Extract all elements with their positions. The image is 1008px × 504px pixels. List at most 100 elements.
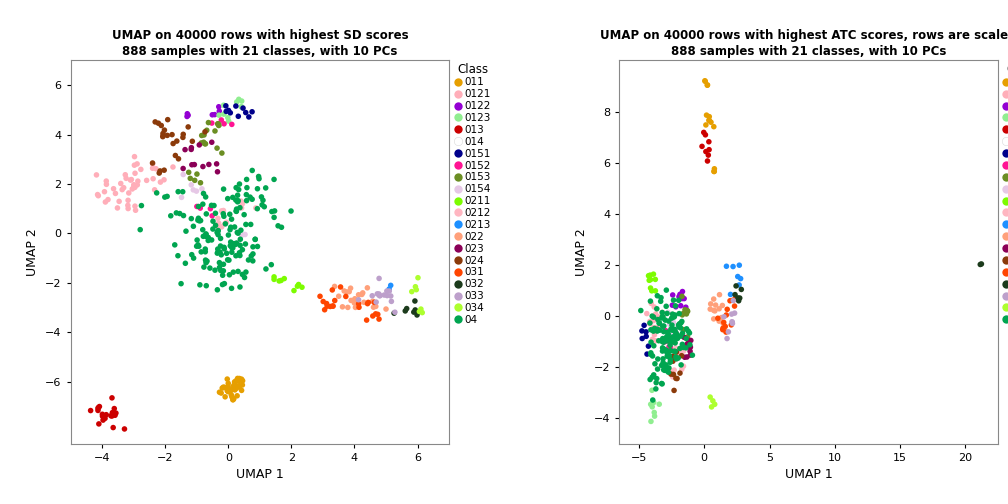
04 [205, 225, 221, 233]
0212 [234, 204, 250, 212]
04 [667, 326, 683, 334]
0151 [244, 108, 260, 116]
0211 [266, 275, 282, 283]
04 [659, 337, 675, 345]
04 [674, 329, 690, 337]
033 [371, 290, 387, 298]
0123 [216, 110, 232, 118]
034 [408, 286, 424, 294]
0154 [670, 323, 686, 331]
033 [721, 328, 737, 336]
04 [170, 251, 186, 260]
04 [664, 321, 680, 329]
024 [151, 169, 167, 177]
04 [222, 242, 238, 250]
031 [316, 297, 332, 305]
0151 [638, 328, 654, 336]
04 [649, 325, 665, 333]
04 [684, 351, 701, 359]
04 [199, 282, 215, 290]
0152 [657, 327, 673, 335]
0211 [647, 287, 663, 295]
04 [671, 309, 687, 318]
011 [234, 375, 250, 383]
031 [715, 324, 731, 332]
0153 [196, 138, 212, 146]
0121 [126, 182, 142, 191]
032 [731, 297, 747, 305]
013 [83, 407, 99, 415]
04 [196, 232, 212, 240]
04 [677, 344, 694, 352]
04 [667, 311, 683, 319]
04 [228, 183, 244, 192]
0121 [117, 171, 133, 179]
022 [351, 291, 367, 299]
0122 [179, 112, 196, 120]
0123 [643, 400, 659, 408]
04 [174, 187, 191, 196]
0151 [222, 109, 238, 117]
04 [198, 230, 214, 238]
04 [664, 310, 680, 318]
024 [665, 357, 681, 365]
0152 [661, 337, 677, 345]
04 [655, 338, 671, 346]
022 [359, 284, 375, 292]
04 [190, 216, 206, 224]
04 [675, 343, 691, 351]
04 [662, 341, 678, 349]
04 [649, 374, 665, 383]
0122 [677, 303, 694, 311]
033 [364, 292, 380, 300]
04 [241, 256, 257, 264]
0212 [216, 207, 232, 215]
0122 [676, 294, 692, 302]
0154 [666, 330, 682, 338]
04 [225, 268, 241, 276]
0212 [211, 219, 227, 227]
014 [220, 365, 236, 373]
0121 [645, 317, 661, 325]
022 [378, 305, 394, 313]
031 [359, 316, 375, 324]
024 [154, 133, 170, 141]
022 [703, 300, 719, 308]
0151 [221, 106, 237, 114]
013 [91, 404, 107, 412]
0151 [235, 104, 251, 112]
0212 [675, 362, 691, 370]
011 [698, 77, 714, 85]
04 [651, 319, 667, 327]
011 [229, 384, 245, 392]
04 [661, 364, 677, 372]
04 [210, 248, 226, 256]
04 [220, 256, 236, 264]
04 [208, 221, 224, 229]
04 [646, 371, 662, 379]
04 [244, 166, 260, 174]
04 [659, 332, 675, 340]
04 [660, 330, 676, 338]
024 [174, 134, 191, 142]
0152 [666, 338, 682, 346]
013 [701, 151, 717, 159]
0211 [640, 272, 656, 280]
0121 [129, 160, 145, 168]
0154 [660, 308, 676, 317]
014 [973, 261, 989, 269]
022 [711, 317, 727, 325]
0121 [165, 163, 181, 171]
0121 [116, 183, 132, 192]
034 [404, 288, 420, 296]
0153 [197, 140, 213, 148]
0152 [214, 116, 230, 124]
013 [104, 409, 120, 417]
033 [716, 313, 732, 321]
04 [650, 316, 666, 324]
0153 [678, 309, 695, 317]
04 [644, 373, 660, 381]
0153 [679, 306, 696, 314]
04 [655, 355, 671, 363]
04 [253, 193, 269, 201]
